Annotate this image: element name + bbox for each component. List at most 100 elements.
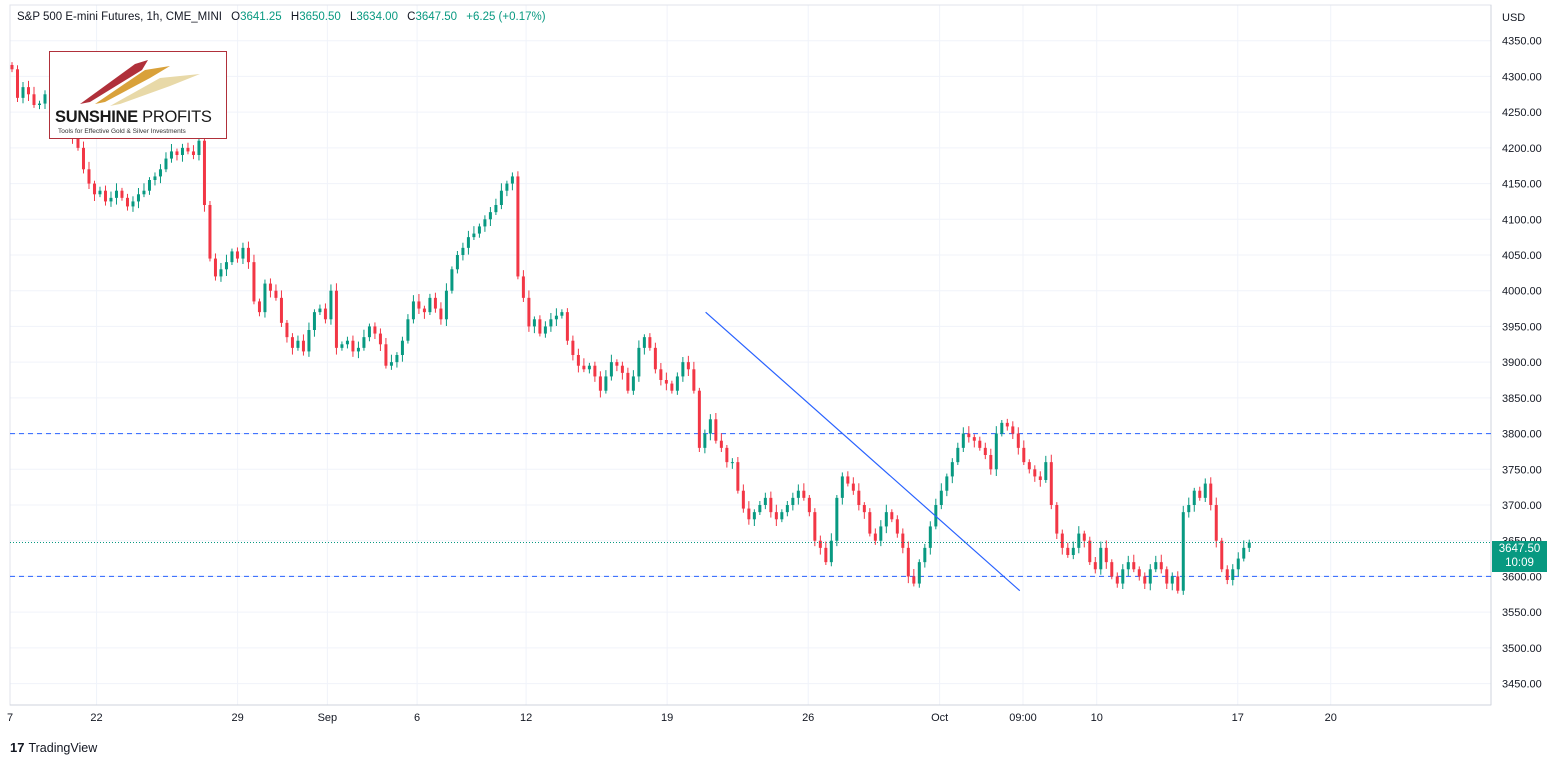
candle-body	[1165, 569, 1169, 584]
candle-body	[1110, 562, 1114, 577]
candle-body	[274, 290, 278, 298]
candle-body	[169, 151, 173, 159]
candle-body	[1220, 540, 1224, 570]
candle-body	[477, 226, 481, 234]
candle-body	[224, 262, 228, 270]
candle-body	[824, 547, 828, 563]
candle-body	[928, 526, 932, 548]
candle-body	[538, 319, 542, 334]
candle-body	[989, 455, 993, 470]
trendline[interactable]	[705, 311, 1021, 592]
time-tick-label: 7	[7, 712, 13, 724]
plot-frame	[9, 4, 1492, 706]
candle-body	[1198, 490, 1202, 498]
last-price-tag: 3647.50 10:09	[1492, 541, 1547, 572]
candle-body	[554, 315, 558, 320]
candle-body	[593, 365, 597, 377]
tradingview-branding[interactable]: 17 TradingView	[10, 740, 97, 755]
candle-body	[340, 344, 344, 348]
time-axis[interactable]: 7 22 29 Sep 6 12 19 26 Oct 09:00 10 17 20	[7, 712, 1337, 724]
candle-body	[527, 297, 531, 327]
candle-body	[1011, 426, 1015, 434]
open-label: O	[231, 11, 241, 23]
candle-body	[285, 322, 289, 338]
price-tick-label: 4000.00	[1502, 286, 1542, 298]
candle-body	[565, 312, 569, 341]
candle-body	[329, 290, 333, 320]
candle-body	[648, 337, 652, 348]
candle-body	[857, 490, 861, 505]
candle-body	[741, 490, 745, 509]
time-tick-label: 09:00	[1009, 712, 1037, 724]
candle-body	[213, 258, 217, 277]
candle-body	[351, 340, 355, 352]
price-tick-label: 3950.00	[1502, 321, 1542, 333]
candle-body	[1247, 542, 1251, 548]
candle-body	[323, 308, 327, 320]
candle-body	[582, 365, 586, 370]
candle-body	[967, 433, 971, 438]
candle-body	[131, 201, 135, 207]
price-axis[interactable]: 3450.003500.003550.003600.003650.003700.…	[1502, 36, 1542, 691]
candle-body	[543, 326, 547, 334]
candle-body	[670, 383, 674, 391]
candle-body	[884, 512, 888, 527]
close-value: 3647.50	[415, 11, 458, 23]
candle-body	[428, 297, 432, 313]
candle-body	[950, 462, 954, 477]
candle-body	[890, 512, 894, 520]
candle-body	[901, 533, 905, 548]
candle-body	[356, 347, 360, 352]
time-tick-label: Oct	[931, 712, 948, 724]
candle-body	[466, 237, 470, 248]
candle-body	[829, 540, 833, 563]
price-tick-label: 3500.00	[1502, 643, 1542, 655]
candle-body	[516, 176, 520, 277]
candle-body	[10, 65, 14, 70]
candle-body	[444, 290, 448, 320]
candle-body	[598, 376, 602, 391]
candle-body	[411, 301, 415, 320]
time-tick-label: 19	[661, 712, 673, 724]
logo-brand: SUNSHINE PROFITS	[55, 108, 212, 126]
trendline-group[interactable]	[705, 311, 1021, 592]
candle-body	[290, 337, 294, 348]
last-price-value: 3647.50	[1498, 543, 1541, 555]
candle-body	[153, 176, 157, 180]
candle-body	[1132, 562, 1136, 570]
candle-body	[136, 194, 140, 202]
candle-body	[1203, 483, 1207, 498]
candle-body	[692, 369, 696, 391]
candle-body	[840, 476, 844, 498]
candle-body	[433, 297, 437, 309]
price-tick-label: 4350.00	[1502, 36, 1542, 48]
candle-body	[164, 158, 168, 170]
candle-body	[1099, 547, 1103, 570]
candle-body	[912, 576, 916, 584]
candle-body	[1170, 576, 1174, 584]
candle-body	[483, 219, 487, 227]
chart-grid	[9, 5, 1491, 705]
candle-body	[637, 347, 641, 377]
price-tick-label: 3850.00	[1502, 393, 1542, 405]
candle-body	[659, 369, 663, 380]
candle-body	[1148, 569, 1152, 584]
candle-body	[642, 337, 646, 348]
candle-body	[422, 308, 426, 313]
price-tick-label: 4300.00	[1502, 71, 1542, 83]
candle-body	[708, 419, 712, 434]
candle-body	[252, 262, 256, 302]
candle-body	[384, 344, 388, 366]
candle-body	[455, 255, 459, 270]
currency-label: USD	[1502, 12, 1525, 24]
candle-body	[917, 562, 921, 584]
candle-body	[1022, 447, 1026, 463]
price-tick-label: 3700.00	[1502, 500, 1542, 512]
price-tick-label: 4050.00	[1502, 250, 1542, 262]
candle-body	[439, 308, 443, 320]
candle-body	[1055, 505, 1059, 534]
candle-body	[730, 462, 734, 464]
candle-body	[257, 301, 261, 313]
candle-body	[235, 251, 239, 259]
